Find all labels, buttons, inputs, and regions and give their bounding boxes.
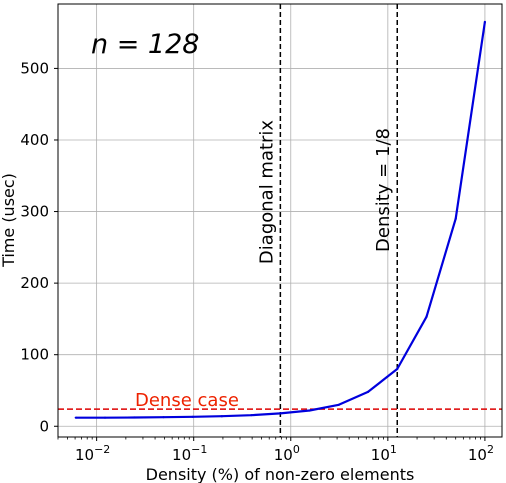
data-point <box>74 416 77 419</box>
data-point <box>279 412 282 415</box>
y-axis-label: Time (usec) <box>0 173 18 268</box>
data-point <box>308 409 311 412</box>
data-point <box>191 415 194 418</box>
y-tick-label: 100 <box>20 346 49 364</box>
grid <box>58 4 502 437</box>
x-tick-label-base: 10 <box>172 446 191 464</box>
data-point <box>396 367 399 371</box>
data-point <box>250 414 253 417</box>
x-tick-label: 101 <box>371 443 397 464</box>
data-point <box>133 416 136 419</box>
x-tick-label-exponent: 1 <box>390 443 397 456</box>
reference-line-label: Density = 1/8 <box>373 128 394 252</box>
x-tick-label-exponent: 2 <box>487 443 494 456</box>
y-tick-label: 500 <box>20 59 49 77</box>
y-tick-label: 0 <box>39 417 49 435</box>
data-point <box>162 416 165 419</box>
n-annotation: n = 128 <box>91 29 199 60</box>
data-point <box>220 415 223 418</box>
x-tick-label-exponent: −2 <box>94 443 110 456</box>
x-tick-label-exponent: −1 <box>191 443 207 456</box>
reference-line-label: Dense case <box>135 390 239 411</box>
data-point <box>103 416 107 419</box>
x-tick-label-base: 10 <box>468 446 487 464</box>
reference-line-label: Diagonal matrix <box>256 120 277 265</box>
data-point <box>366 390 370 394</box>
reference-lines: Diagonal matrix Density = 1/8 Dense case <box>58 4 502 437</box>
x-tick-label-base: 10 <box>75 446 94 464</box>
y-tick-label: 200 <box>20 274 49 292</box>
x-tick-label-exponent: 0 <box>293 443 300 456</box>
x-tick-label: 10−2 <box>75 443 110 464</box>
data-point <box>337 403 340 406</box>
y-tick-label: 300 <box>20 203 49 221</box>
data-point <box>454 217 457 220</box>
plot-frame <box>57 3 503 438</box>
x-tick-label: 10−1 <box>172 443 207 464</box>
y-tick-label: 400 <box>20 131 49 149</box>
x-tick-label: 102 <box>468 443 494 464</box>
data-point <box>425 315 428 318</box>
labels: n = 128 Density (%) of non-zero elements… <box>0 29 414 483</box>
series-layer <box>74 20 487 419</box>
x-tick-label-base: 10 <box>274 446 293 464</box>
data-point <box>483 20 487 23</box>
x-axis-label: Density (%) of non-zero elements <box>146 465 415 483</box>
x-tick-label: 100 <box>274 443 300 464</box>
x-tick-label-base: 10 <box>371 446 390 464</box>
